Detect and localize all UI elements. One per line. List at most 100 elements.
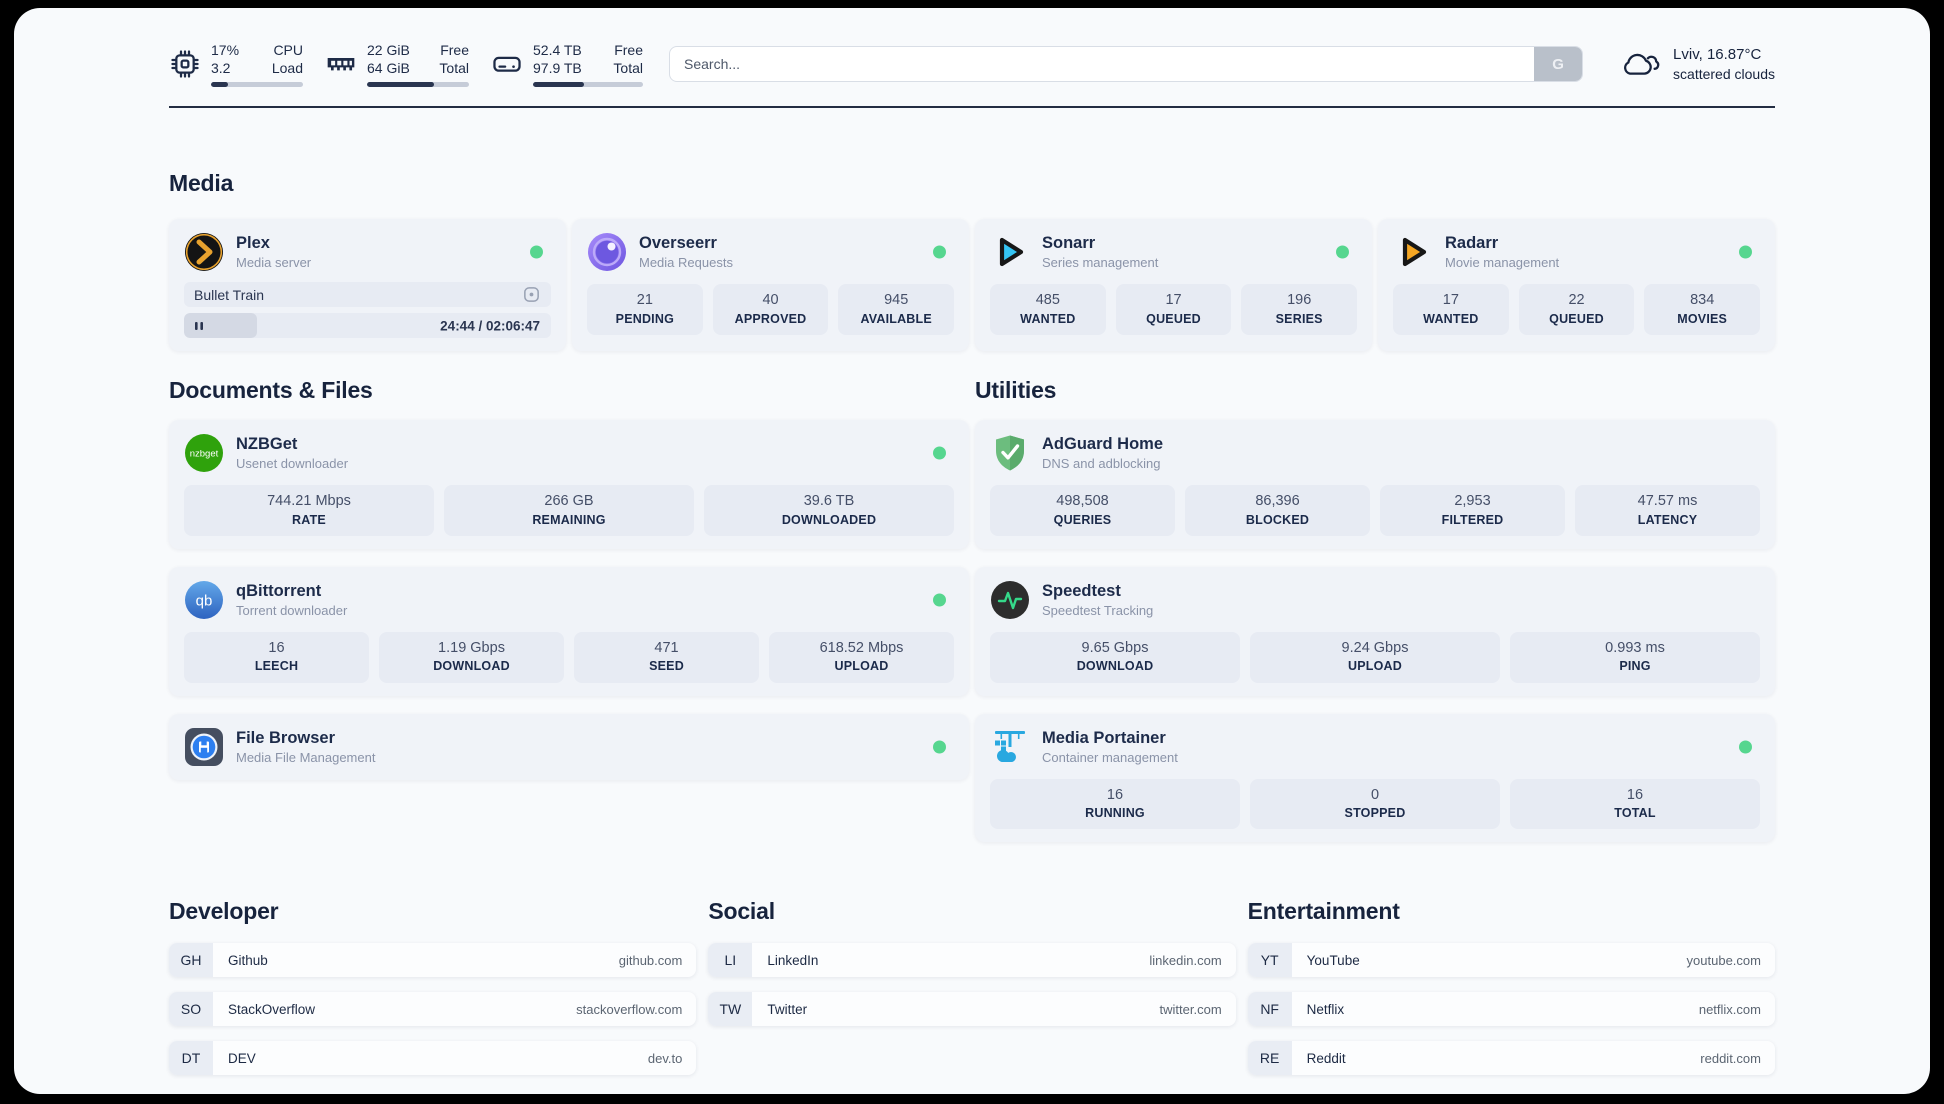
link-github[interactable]: GH Github github.com (169, 943, 697, 978)
cpu-label: CPU (273, 41, 303, 58)
memory-progress-track (367, 82, 469, 88)
dev-icon: DT (169, 1041, 213, 1076)
nzbget-icon: nzbget (185, 434, 223, 472)
cloud-icon (1624, 53, 1660, 75)
stat-stopped: 0 STOPPED (1250, 778, 1500, 830)
app-name: Radarr (1445, 234, 1499, 252)
documents-section: Documents & Files nzbget NZBGet Usenet d… (169, 377, 969, 842)
app-name: Media Portainer (1042, 728, 1166, 747)
stat-blocked: 86,396 BLOCKED (1185, 485, 1370, 536)
app-name: qBittorrent (236, 581, 322, 600)
cpu-load-value: 3.2 (211, 60, 231, 76)
memory-free-value: 22 GiB (367, 41, 410, 58)
reddit-icon: RE (1247, 1041, 1292, 1076)
link-twitter[interactable]: TW Twitter twitter.com (708, 992, 1236, 1027)
entertainment-section: Entertainment YT YouTube youtube.com NF … (1247, 898, 1775, 1076)
plex-card[interactable]: Plex Media server Bullet Train (169, 219, 566, 351)
weather-widget[interactable]: Lviv, 16.87°C scattered clouds (1619, 45, 1775, 83)
radarr-card[interactable]: Radarr Movie management 17 WANTED 22 QUE… (1378, 219, 1775, 351)
cpu-progress-track (211, 82, 303, 88)
stat-movies: 834 MOVIES (1644, 284, 1761, 335)
stat-filtered: 2,953 FILTERED (1380, 485, 1565, 536)
github-icon: GH (169, 943, 213, 978)
ram-icon (327, 58, 355, 71)
link-youtube[interactable]: YT YouTube youtube.com (1247, 943, 1775, 978)
playback-progress-fill (184, 313, 258, 338)
pause-icon[interactable] (192, 319, 206, 333)
app-subtitle: Container management (1042, 749, 1178, 765)
nzbget-card[interactable]: nzbget NZBGet Usenet downloader 744.21 M… (169, 420, 969, 549)
disk-free-label: Free (614, 41, 643, 58)
stat-wanted: 17 WANTED (1393, 284, 1509, 335)
link-dev[interactable]: DT DEV dev.to (169, 1041, 697, 1076)
link-stackoverflow[interactable]: SO StackOverflow stackoverflow.com (169, 992, 697, 1027)
stat-seed: 471 SEED (574, 631, 759, 683)
documents-section-title: Documents & Files (169, 377, 373, 403)
youtube-icon: YT (1247, 943, 1292, 978)
now-playing-icon (524, 287, 539, 302)
status-online-dot (1739, 740, 1752, 754)
app-name: Speedtest (1042, 581, 1121, 600)
search-bar: G (669, 46, 1584, 82)
memory-progress-fill (367, 82, 435, 88)
linkedin-icon: LI (708, 943, 753, 978)
app-subtitle: Usenet downloader (236, 456, 349, 471)
app-subtitle: Torrent downloader (236, 602, 348, 618)
utilities-section: Utilities AdGuard Home DNS (975, 377, 1775, 843)
stat-downloaded: 39.6 TB DOWNLOADED (704, 485, 954, 536)
status-online-dot (530, 245, 543, 259)
status-online-dot (933, 446, 946, 460)
stat-upload: 9.24 Gbps UPLOAD (1250, 631, 1500, 683)
media-section-title: Media (169, 170, 234, 196)
app-subtitle: Media File Management (236, 749, 376, 765)
qbittorrent-card[interactable]: qb qBittorrent Torrent downloader 16 (169, 566, 969, 696)
link-netflix[interactable]: NF Netflix netflix.com (1247, 992, 1775, 1027)
status-online-dot (933, 740, 946, 754)
disk-icon (493, 56, 521, 72)
link-linkedin[interactable]: LI LinkedIn linkedin.com (708, 943, 1236, 978)
portainer-icon (995, 730, 1025, 762)
stat-series: 196 SERIES (1241, 284, 1358, 335)
svg-text:qb: qb (196, 592, 213, 609)
portainer-card[interactable]: Media Portainer Container management 16 … (975, 713, 1775, 843)
search-engine-button[interactable]: G (1534, 47, 1583, 81)
disk-total-value: 97.9 TB (533, 60, 582, 76)
cpu-usage-value: 17% (211, 41, 240, 58)
header-divider (169, 106, 1775, 108)
adguard-card[interactable]: AdGuard Home DNS and adblocking 498,508 … (975, 420, 1775, 549)
memory-total-label: Total (439, 60, 469, 76)
status-online-dot (933, 593, 946, 607)
app-name: Plex (236, 234, 270, 252)
app-subtitle: Media Requests (639, 255, 733, 270)
stackoverflow-icon: SO (169, 992, 213, 1027)
filebrowser-card[interactable]: File Browser Media File Management (169, 713, 969, 780)
app-subtitle: Series management (1042, 255, 1159, 270)
disk-total-label: Total (613, 60, 643, 76)
weather-condition: scattered clouds (1673, 66, 1775, 83)
stat-rate: 744.21 Mbps RATE (184, 485, 434, 536)
sonarr-card[interactable]: Sonarr Series management 485 WANTED 17 Q… (975, 219, 1372, 351)
overseerr-card[interactable]: Overseerr Media Requests 21 PENDING 40 A… (572, 219, 969, 351)
search-input[interactable] (670, 47, 1535, 81)
status-online-dot (1336, 245, 1349, 259)
disk-free-value: 52.4 TB (533, 41, 582, 58)
stat-wanted: 485 WANTED (990, 284, 1106, 335)
playback-time: 24:44 / 02:06:47 (440, 318, 540, 333)
svg-text:nzbget: nzbget (190, 449, 219, 460)
disk-stat: 52.4 TB 97.9 TB Free Total (491, 41, 643, 88)
cpu-load-label: Load (271, 60, 303, 76)
twitter-icon: TW (708, 992, 753, 1027)
adguard-icon (996, 435, 1024, 471)
link-reddit[interactable]: RE Reddit reddit.com (1247, 1041, 1775, 1076)
plex-icon (185, 233, 223, 271)
netflix-icon: NF (1247, 992, 1292, 1027)
stat-latency: 47.57 ms LATENCY (1575, 485, 1760, 536)
filebrowser-icon (185, 727, 223, 766)
utilities-section-title: Utilities (975, 377, 1057, 403)
now-playing-bar[interactable]: Bullet Train (184, 282, 551, 307)
stat-download: 9.65 Gbps DOWNLOAD (990, 631, 1240, 683)
playback-progress-bar[interactable]: 24:44 / 02:06:47 (184, 313, 551, 338)
qbittorrent-icon: qb (185, 580, 223, 619)
speedtest-card[interactable]: Speedtest Speedtest Tracking 9.65 Gbps D… (975, 566, 1775, 696)
system-stats: 17% 3.2 CPU Load (169, 41, 643, 88)
